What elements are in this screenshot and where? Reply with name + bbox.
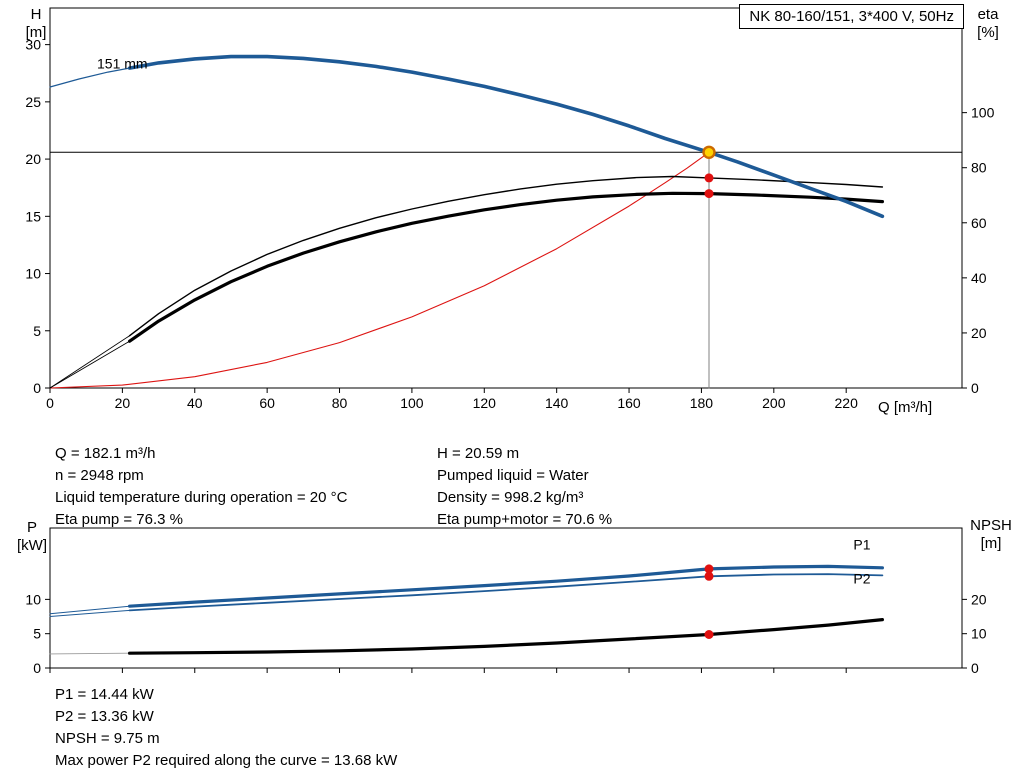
x-tick-label: 40 [187, 395, 203, 411]
right-y-tick-label: 60 [971, 215, 987, 231]
left-y-tick-label: 30 [25, 37, 41, 53]
npsh-curve [128, 617, 885, 655]
p2-duty-dot [704, 571, 714, 581]
right-y-tick-label: 20 [971, 325, 987, 341]
axis-title-line: [kW] [17, 537, 47, 554]
axis-title-line: [%] [977, 24, 999, 41]
flow-axis-title: Q [m³/h] [878, 399, 933, 416]
eta-axis-title: eta [%] [966, 6, 1010, 42]
right-y-tick-label: 0 [971, 380, 979, 396]
info-line: Pumped liquid = Water [437, 467, 589, 484]
result-line: P2 = 13.36 kW [55, 708, 154, 725]
power-chart-plot-area [49, 527, 963, 669]
npsh-lead [49, 652, 131, 655]
p2-lead [49, 609, 131, 617]
axis-title-line: eta [977, 6, 999, 23]
head-curve [127, 54, 885, 219]
axis-title-line: [m] [25, 24, 47, 41]
npsh-axis-title: NPSH [m] [962, 517, 1020, 553]
eta-pump-motor-lead [49, 340, 131, 389]
axis-title-line: P [26, 519, 37, 536]
x-tick-label: 20 [115, 395, 131, 411]
info-line: Eta pump = 76.3 % [55, 511, 183, 528]
head-axis-title: H [m] [18, 6, 54, 42]
info-line: H = 20.59 m [437, 445, 520, 462]
p2-curve [128, 573, 884, 612]
x-tick-label: 60 [259, 395, 275, 411]
x-tick-label: 80 [332, 395, 348, 411]
eta-pump-motor-curve [128, 191, 885, 343]
x-tick-label: 220 [835, 395, 859, 411]
left-y-tick-label: 0 [33, 660, 41, 676]
p1-lead [49, 605, 131, 615]
left-y-tick-label: 10 [25, 266, 41, 282]
annotation-p1: P1 [853, 536, 870, 552]
left-y-tick-label: 5 [33, 626, 41, 642]
eta-pump-duty-dot [704, 173, 714, 183]
axis-title-line: [m] [980, 535, 1002, 552]
power-results: P1 = 14.44 kW P2 = 13.36 kW NPSH = 9.75 … [55, 684, 397, 772]
info-line: Eta pump+motor = 70.6 % [437, 511, 613, 528]
duty-info-right: H = 20.59 m Pumped liquid = Water Densit… [437, 443, 612, 531]
result-line: Max power P2 required along the curve = … [55, 752, 398, 769]
power-axis-title: P [kW] [12, 519, 52, 555]
p1-duty-dot [704, 564, 714, 574]
axis-title-line: H [30, 6, 42, 23]
left-y-tick-label: 5 [33, 323, 41, 339]
x-tick-label: 100 [400, 395, 424, 411]
info-line: Density = 998.2 kg/m³ [437, 489, 584, 506]
p1-curve [128, 564, 885, 608]
info-line: n = 2948 rpm [55, 467, 144, 484]
result-line: P1 = 14.44 kW [55, 686, 154, 703]
head-curve-lead [49, 67, 131, 88]
right-y-tick-label: 80 [971, 160, 987, 176]
duty-info-left: Q = 182.1 m³/h n = 2948 rpm Liquid tempe… [55, 443, 347, 531]
right-y-tick-label: 40 [971, 270, 987, 286]
eta-pump-motor-duty-dot [704, 189, 714, 199]
x-tick-label: 120 [473, 395, 497, 411]
annotation-p2: P2 [853, 571, 870, 587]
right-y-tick-label: 10 [971, 626, 987, 642]
duty-point [702, 145, 716, 160]
annotation-151-mm: 151 mm [97, 56, 148, 72]
info-line: Q = 182.1 m³/h [55, 445, 156, 462]
left-y-tick-label: 0 [33, 380, 41, 396]
right-y-tick-label: 20 [971, 591, 987, 607]
left-y-tick-label: 25 [25, 94, 41, 110]
result-line: NPSH = 9.75 m [55, 730, 160, 747]
head-chart-plot-area [49, 7, 963, 389]
eta-pump-curve [128, 175, 884, 337]
right-y-tick-label: 100 [971, 105, 995, 121]
npsh-duty-dot [704, 630, 714, 639]
x-tick-label: 0 [46, 395, 54, 411]
eta-pump-lead [49, 335, 131, 389]
right-y-tick-label: 0 [971, 660, 979, 676]
pump-designation-box: NK 80-160/151, 3*400 V, 50Hz [739, 4, 964, 29]
left-y-tick-label: 15 [25, 208, 41, 224]
info-line: Liquid temperature during operation = 20… [55, 489, 348, 506]
x-tick-label: 160 [617, 395, 641, 411]
x-tick-label: 140 [545, 395, 569, 411]
left-y-tick-label: 10 [25, 591, 41, 607]
left-y-tick-label: 20 [25, 151, 41, 167]
x-tick-label: 180 [690, 395, 714, 411]
x-tick-label: 200 [762, 395, 786, 411]
system-curve [49, 151, 710, 389]
axis-title-line: NPSH [970, 517, 1012, 534]
